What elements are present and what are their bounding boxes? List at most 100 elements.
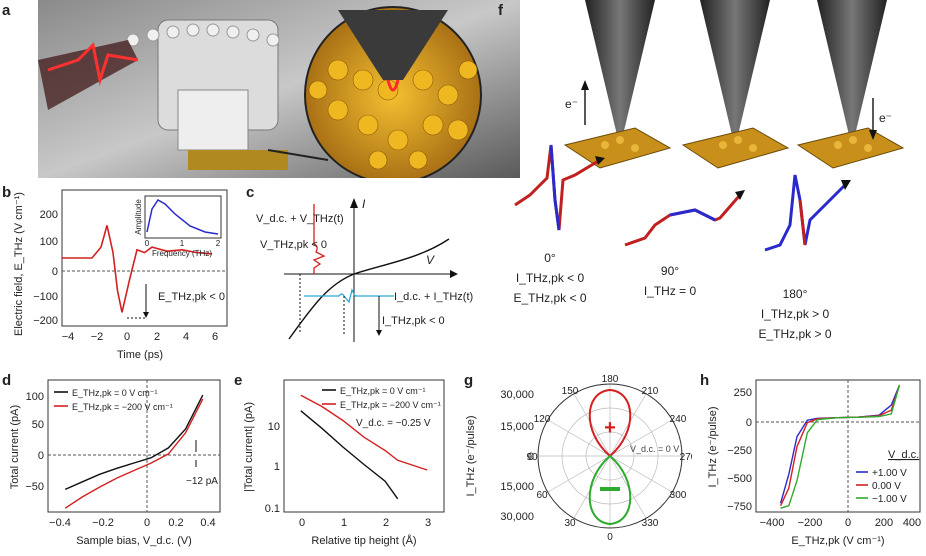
g-red-lobe: [588, 388, 632, 458]
e-legend-0: E_THz,pk = 0 V cm⁻¹: [340, 386, 426, 396]
c-voltage-pulse: [312, 204, 326, 274]
c-iv-curve: [288, 238, 450, 340]
d-ytick-0: 100: [26, 391, 44, 403]
b-xtick-4: 4: [183, 331, 189, 343]
g-angle-330: 330: [642, 518, 659, 529]
h-legend-title: V_d.c.: [888, 449, 919, 461]
g-angle-180: 180: [602, 374, 619, 385]
c-label-current: I_d.c. + I_THz(t): [394, 291, 473, 303]
b-ytick-3: −100: [33, 291, 58, 303]
b-inset-line: [146, 199, 219, 235]
c-label-voltage: V_d.c. + V_THz(t): [256, 213, 344, 225]
f-surface-2: [681, 127, 790, 169]
b-inset-xlabel: Frequency (THz): [152, 249, 212, 258]
c-axis-v: V: [426, 253, 435, 267]
f-text-0a: I_THz,pk < 0: [516, 271, 585, 285]
e-legend-1: E_THz,pk = −200 V cm⁻¹: [340, 400, 441, 410]
b-ytick-4: −200: [33, 315, 58, 327]
f-electron-2: e⁻: [879, 111, 892, 125]
f-surface-3: [796, 127, 905, 169]
d-legend-0: E_THz,pk = 0 V cm⁻¹: [72, 388, 158, 398]
d-xtick-3: 0.2: [168, 517, 183, 529]
c-label-ipk: I_THz,pk < 0: [382, 315, 445, 327]
h-ytick-4: −750: [727, 501, 752, 513]
b-annotation: E_THz,pk < 0: [158, 291, 225, 303]
h-xtick-4: 400: [903, 517, 921, 529]
g-note: V_d.c. = 0 V: [630, 444, 679, 454]
b-xtick-3: 2: [154, 331, 160, 343]
b-series-line: [62, 225, 213, 313]
f-text-180a: I_THz,pk > 0: [761, 307, 830, 321]
g-rtick-0: 30,000: [500, 389, 534, 401]
panel-g-chart: + 180 210 240 270 300 330 0 30 60 90 120…: [462, 372, 697, 551]
h-legend-2: −1.00 V: [872, 494, 907, 505]
e-series-0-line: [300, 410, 399, 500]
d-xtick-0: −0.4: [49, 517, 71, 529]
h-xlabel: E_THz,pk (V cm⁻¹): [791, 535, 884, 547]
e-xtick-0: 0: [299, 517, 305, 529]
g-angle-270: 270: [680, 452, 692, 463]
g-angle-210: 210: [642, 386, 659, 397]
d-series-1-line: [64, 398, 204, 509]
b-inset-xtick-2: 2: [216, 239, 221, 248]
e-xlabel: Relative tip height (Å): [311, 534, 416, 547]
b-inset-xtick-0: 0: [145, 239, 150, 248]
f-wave-90: [624, 194, 742, 247]
g-rtick-4: 30,000: [500, 511, 534, 523]
g-green-lobe: [588, 454, 632, 526]
g-ylabel: I_THz (e⁻/pulse): [465, 416, 477, 497]
f-tip-1: [585, 0, 655, 135]
e-ylabel: |Total current| (pA): [243, 402, 255, 492]
g-angle-150: 150: [562, 386, 579, 397]
h-xtick-0: −400: [760, 517, 785, 529]
panel-e-chart: 10 1 0.1 0 1 2 3 Relative tip height (Å)…: [232, 372, 454, 551]
d-xtick-2: 0: [144, 517, 150, 529]
h-ytick-2: −250: [727, 445, 752, 457]
h-series-2-line: [780, 384, 901, 509]
panel-d-chart: 100 50 0 −50 −0.4 −0.2 0 0.2 0.4 Sample …: [0, 372, 226, 551]
h-xtick-3: 200: [875, 517, 893, 529]
d-series-0-line: [64, 394, 204, 491]
e-ytick-0: 10: [268, 421, 280, 433]
g-angle-90: 90: [526, 452, 538, 463]
panel-d-letter: d: [2, 372, 12, 389]
c-axis-i: I: [362, 197, 366, 211]
panel-b-letter: b: [2, 184, 12, 201]
b-xtick-0: −4: [62, 331, 75, 343]
panel-c-diagram: I V V_d.c. + V_THz(t) V_THz,pk < 0 I_d.c…: [244, 184, 484, 344]
f-surface-1: [563, 127, 672, 169]
f-text-0b: E_THz,pk < 0: [513, 291, 586, 305]
g-rtick-1: 15,000: [500, 421, 534, 433]
b-ylabel: Electric field, E_THz (V cm⁻¹): [13, 192, 25, 336]
f-angle-180: 180°: [783, 287, 808, 301]
d-xtick-1: −0.2: [92, 517, 114, 529]
g-angle-30: 30: [564, 518, 576, 529]
e-xtick-1: 1: [341, 517, 347, 529]
panel-h-letter: h: [700, 372, 710, 389]
f-text-180b: E_THz,pk > 0: [758, 327, 831, 341]
f-tip-2: [700, 0, 770, 135]
b-xtick-2: 0: [124, 331, 130, 343]
b-xtick-1: −2: [91, 331, 104, 343]
h-legend-0: +1.00 V: [872, 468, 907, 479]
f-wave-180-red: [798, 199, 807, 246]
b-ytick-1: 100: [40, 236, 58, 248]
g-plus-icon: +: [604, 417, 616, 439]
h-ytick-3: −500: [727, 473, 752, 485]
panel-b-chart: 200 100 0 −100 −200 −4 −2 0 2 4 6 Time (…: [0, 184, 240, 364]
e-series-1-line: [300, 394, 428, 471]
panel-c-letter: c: [246, 184, 255, 201]
h-legend-1: 0.00 V: [872, 481, 901, 492]
f-wave-90-blue: [669, 208, 716, 222]
f-angle-90: 90°: [661, 264, 679, 278]
e-ytick-2: 0.1: [265, 503, 280, 515]
g-angle-0: 0: [607, 532, 613, 543]
e-note: V_d.c. = −0.25 V: [356, 418, 431, 429]
panel-g-letter: g: [464, 372, 474, 389]
d-ytick-1: 50: [32, 419, 44, 431]
panel-e-letter: e: [234, 372, 243, 389]
h-ylabel: I_THz (e⁻/pulse): [707, 407, 719, 488]
d-annotation: −12 pA: [186, 476, 218, 487]
panel-f-letter: f: [498, 2, 503, 19]
g-rtick-2: 0: [528, 451, 534, 463]
